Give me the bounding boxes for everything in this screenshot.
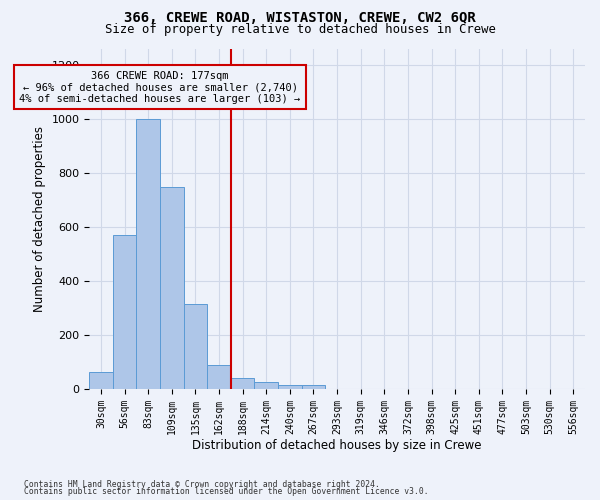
- Text: Size of property relative to detached houses in Crewe: Size of property relative to detached ho…: [104, 22, 496, 36]
- Y-axis label: Number of detached properties: Number of detached properties: [33, 126, 46, 312]
- Bar: [254, 382, 278, 389]
- Bar: [113, 235, 136, 389]
- Text: Contains public sector information licensed under the Open Government Licence v3: Contains public sector information licen…: [24, 488, 428, 496]
- Bar: [89, 372, 113, 389]
- Bar: [231, 378, 254, 389]
- Bar: [302, 386, 325, 389]
- Text: Contains HM Land Registry data © Crown copyright and database right 2024.: Contains HM Land Registry data © Crown c…: [24, 480, 380, 489]
- Bar: [207, 364, 231, 389]
- X-axis label: Distribution of detached houses by size in Crewe: Distribution of detached houses by size …: [193, 440, 482, 452]
- Bar: [278, 386, 302, 389]
- Bar: [184, 304, 207, 389]
- Bar: [160, 187, 184, 389]
- Text: 366 CREWE ROAD: 177sqm
← 96% of detached houses are smaller (2,740)
4% of semi-d: 366 CREWE ROAD: 177sqm ← 96% of detached…: [19, 70, 301, 104]
- Text: 366, CREWE ROAD, WISTASTON, CREWE, CW2 6QR: 366, CREWE ROAD, WISTASTON, CREWE, CW2 6…: [124, 11, 476, 25]
- Bar: [136, 119, 160, 389]
